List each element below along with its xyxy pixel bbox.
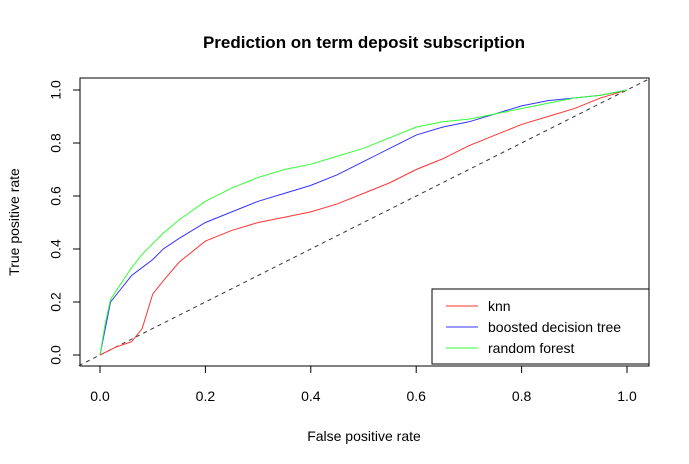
y-tick-label: 1.0 <box>48 80 64 100</box>
x-tick-label: 0.4 <box>301 388 321 404</box>
reference-diagonal-line <box>78 78 649 367</box>
x-tick-label: 0.6 <box>406 388 426 404</box>
legend: knn boosted decision tree random forest <box>431 288 650 365</box>
series-line-knn <box>99 89 628 356</box>
legend-label: random forest <box>488 340 574 356</box>
legend-label: knn <box>488 298 511 314</box>
legend-label: boosted decision tree <box>488 319 621 335</box>
x-axis: 0.0 0.2 0.4 0.6 0.8 1.0 <box>90 365 637 404</box>
x-tick-label: 0.0 <box>90 388 110 404</box>
x-axis-title: False positive rate <box>307 428 421 444</box>
y-axis: 0.0 0.2 0.4 0.6 0.8 1.0 <box>48 80 81 365</box>
x-tick-label: 1.0 <box>617 388 637 404</box>
x-tick-label: 0.8 <box>512 388 532 404</box>
y-tick-label: 0.4 <box>48 239 64 259</box>
series-line-boosted-decision-tree <box>99 89 628 356</box>
x-tick-label: 0.2 <box>196 388 216 404</box>
y-tick-label: 0.2 <box>48 292 64 312</box>
y-tick-label: 0.8 <box>48 133 64 153</box>
y-tick-label: 0.6 <box>48 186 64 206</box>
series-layer <box>99 89 628 356</box>
y-axis-title: True positive rate <box>6 168 22 276</box>
chart-title: Prediction on term deposit subscription <box>203 33 525 52</box>
series-line-random-forest <box>99 89 628 356</box>
y-tick-label: 0.0 <box>48 345 64 365</box>
